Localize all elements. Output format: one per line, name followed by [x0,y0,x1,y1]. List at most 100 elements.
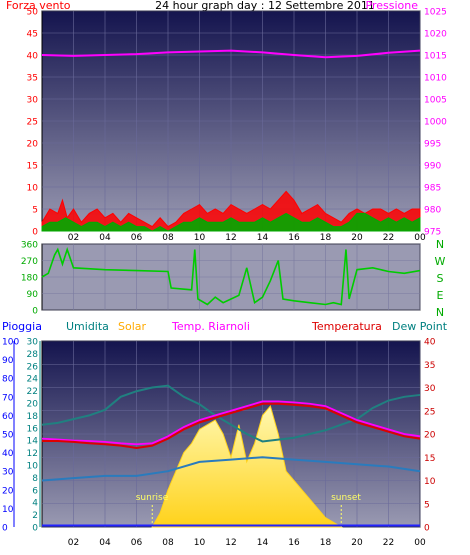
tick-label-rain: 70 [2,393,14,403]
tick-label-left: 28 [27,350,39,360]
wind-pressure-panel: 24 hour graph day : 12 Settembre 2011 Fo… [6,0,447,243]
temperature-panel: Pioggia Umidita Solar Temp. Riarnoli Tem… [2,320,448,548]
tick-label-rain: 30 [2,468,14,478]
tick-label-rain: 90 [2,356,14,366]
tick-label-right: 5 [424,500,430,510]
tick-label-right: 1020 [424,30,447,40]
tick-label-left: 360 [21,241,38,251]
legend-rietmoli: Temp. Riarnoli [171,320,250,333]
tick-label-right: 980 [424,206,441,216]
tick-label-right: 10 [424,477,436,487]
tick-label-rain: 0 [2,524,8,534]
tick-label-left: 16 [27,424,39,434]
panel-1-left-axis: 0 5 10 15 20 25 30 35 40 45 50 [27,8,39,238]
legend-pressure: Pressione [366,0,419,12]
tick-label-left: 0 [32,307,38,317]
tick-label-x: 08 [162,538,174,548]
tick-label-left: 8 [32,474,38,484]
pressure-line [41,49,421,59]
rietmoli-line [41,400,421,446]
tick-label-right: 995 [424,140,441,150]
tick-label-left: 0 [32,524,38,534]
tick-label-x: 04 [99,538,111,548]
compass-label: S [437,272,444,285]
panel-3-x-axis: 02 04 06 08 10 12 14 16 18 20 22 00 [68,538,426,548]
tick-label-right: 1015 [424,52,447,62]
gust-area [41,212,421,232]
tick-label-right: 25 [424,407,435,417]
panel-1-right-axis: 975 980 985 990 995 1000 1005 1010 1015 1020 1025 [424,8,447,238]
tick-label-x: 18 [320,538,332,548]
tick-label-x: 20 [351,538,363,548]
sunrise-label: sunrise [136,493,169,503]
panel-1-series [41,49,421,232]
compass-label: N [436,306,444,319]
compass-label: N [436,238,444,251]
legend-solar: Solar [118,320,147,333]
tick-label-right: 40 [424,338,436,348]
panel-1-x-axis: 02 04 06 08 10 12 14 16 18 20 22 00 [68,233,426,243]
compass-label: E [437,289,444,302]
tick-label-right: 990 [424,162,441,172]
tick-label-x: 04 [99,233,111,243]
tick-label-left: 24 [27,375,39,385]
tick-label-left: 180 [21,274,38,284]
tick-label-x: 10 [194,233,206,243]
tick-label-rain: 40 [2,449,14,459]
tick-label-x: 00 [414,233,426,243]
tick-label-left: 45 [27,30,38,40]
tick-label-left: 2 [32,511,38,521]
tick-label-left: 12 [27,449,38,459]
tick-label-left: 14 [27,437,39,447]
panel-3-series [41,384,421,528]
tick-label-left: 20 [27,400,39,410]
tick-label-right: 975 [424,228,441,238]
chart-title: 24 hour graph day : 12 Settembre 2011 [155,0,375,12]
temperature-line [42,402,421,449]
tick-label-x: 16 [288,538,300,548]
tick-label-right: 30 [424,384,436,394]
tick-label-right: 1025 [424,8,447,18]
tick-label-x: 14 [257,233,269,243]
wind-direction-line [41,246,421,306]
tick-label-left: 90 [27,290,39,300]
legend-wind: Forza vento [6,0,71,12]
tick-label-left: 18 [27,412,39,422]
tick-label-left: 30 [27,338,39,348]
tick-label-left: 22 [27,387,38,397]
tick-label-x: 16 [288,233,300,243]
tick-label-x: 12 [225,538,236,548]
tick-label-x: 12 [225,233,236,243]
tick-label-left: 40 [27,52,39,62]
legend-rain: Pioggia [2,320,42,333]
tick-label-right: 985 [424,184,441,194]
tick-label-x: 20 [351,233,363,243]
tick-label-x: 22 [383,233,394,243]
panel-3-right-axis: 0 5 10 15 20 25 30 35 40 [424,338,436,534]
legend-humidity: Umidita [66,320,109,333]
tick-label-x: 18 [320,233,332,243]
tick-label-left: 10 [27,184,39,194]
tick-label-rain: 80 [2,375,14,385]
compass-label: W [435,255,446,268]
tick-label-x: 02 [68,233,79,243]
tick-label-left: 10 [27,462,39,472]
tick-label-rain: 10 [2,505,14,515]
tick-label-right: 1010 [424,74,447,84]
rain-axis: 0 10 20 30 40 50 60 70 80 90 100 [2,338,19,534]
legend-temperature: Temperatura [311,320,382,333]
solar-area [151,405,344,528]
tick-label-left: 0 [32,228,38,238]
tick-label-x: 08 [162,233,174,243]
tick-label-rain: 100 [2,338,19,348]
tick-label-x: 14 [257,538,269,548]
tick-label-rain: 20 [2,486,14,496]
tick-label-x: 00 [414,538,426,548]
tick-label-right: 35 [424,361,435,371]
tick-label-x: 02 [68,538,79,548]
tick-label-rain: 50 [2,431,14,441]
tick-label-left: 25 [27,118,38,128]
